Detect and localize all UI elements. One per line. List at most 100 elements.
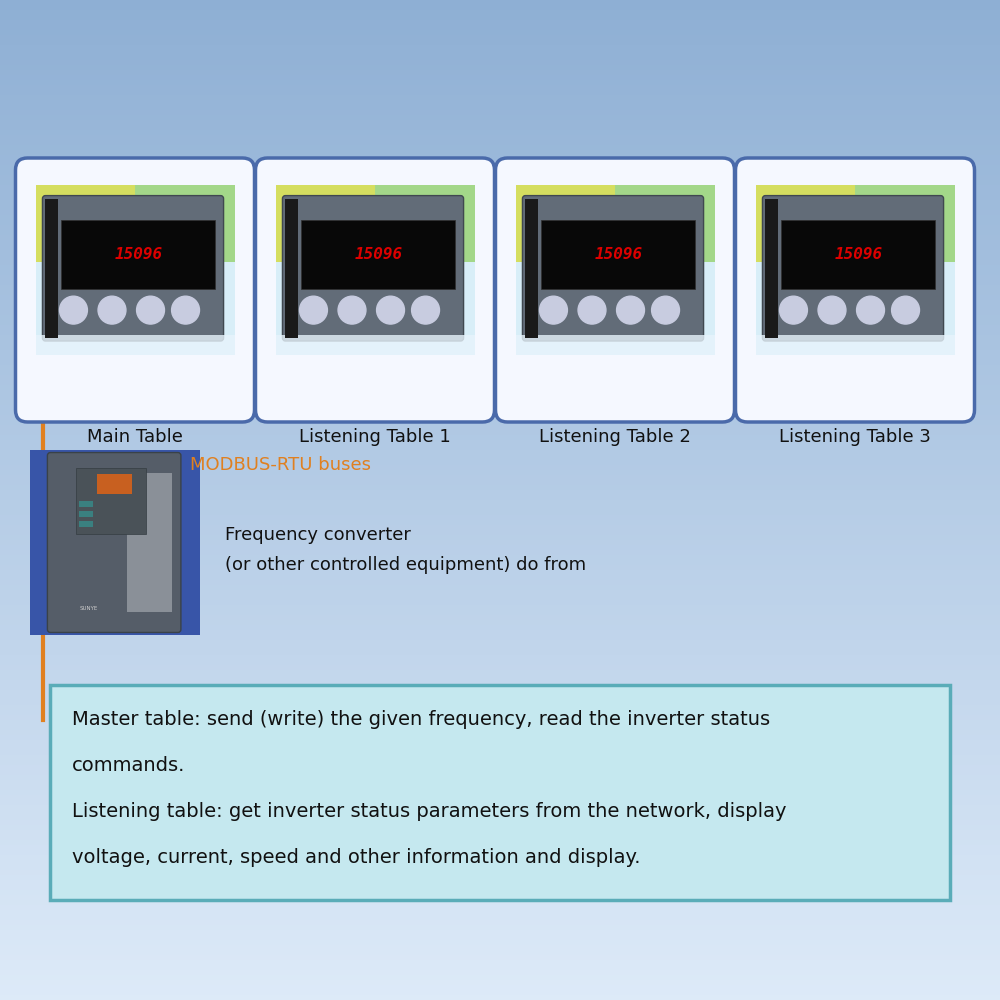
Bar (0, 865, 1000, 870)
Bar (0, 645, 1000, 650)
Bar (0, 890, 1000, 895)
Bar (0, 555, 1000, 560)
Bar (0, 290, 1000, 295)
Bar (0, 130, 1000, 135)
Bar (0, 170, 1000, 175)
Bar (0, 700, 1000, 705)
Bar (0, 25, 1000, 30)
FancyBboxPatch shape (495, 158, 734, 422)
Bar (0, 970, 1000, 975)
Bar (0, 630, 1000, 635)
Bar (0, 650, 1000, 655)
Circle shape (857, 296, 884, 324)
Bar (0, 255, 1000, 260)
Bar (0, 315, 1000, 320)
Bar (0, 905, 1000, 910)
Bar (0, 495, 1000, 500)
Bar (0, 100, 1000, 105)
Bar (0, 280, 1000, 285)
Bar (0, 535, 1000, 540)
Bar (0, 490, 1000, 495)
Bar (541, 220, 695, 289)
Bar (0, 930, 1000, 935)
Bar (516, 185, 615, 261)
Bar (276, 185, 375, 261)
Bar (0, 510, 1000, 515)
Circle shape (60, 296, 87, 324)
Bar (0, 460, 1000, 465)
Bar (0, 820, 1000, 825)
Bar (516, 185, 714, 355)
FancyBboxPatch shape (522, 196, 704, 341)
Bar (0, 605, 1000, 610)
Bar (0, 860, 1000, 865)
Bar (0, 390, 1000, 395)
Bar (0, 375, 1000, 380)
Bar (0, 985, 1000, 990)
Bar (0, 615, 1000, 620)
Bar (0, 600, 1000, 605)
Bar (0, 270, 1000, 275)
Circle shape (617, 296, 644, 324)
Bar (0, 540, 1000, 545)
Bar (756, 335, 954, 355)
Bar (0, 920, 1000, 925)
Bar (0, 140, 1000, 145)
Bar (0, 720, 1000, 725)
Bar (0, 340, 1000, 345)
Bar (0, 500, 1000, 505)
Bar (0, 525, 1000, 530)
Bar (0, 240, 1000, 245)
Bar (0, 990, 1000, 995)
Text: Listening table: get inverter status parameters from the network, display: Listening table: get inverter status par… (72, 802, 786, 821)
Text: Listening Table 2: Listening Table 2 (539, 428, 691, 446)
Bar (0, 450, 1000, 455)
Bar (36, 185, 234, 355)
Bar (0, 955, 1000, 960)
Bar (0, 65, 1000, 70)
FancyBboxPatch shape (50, 685, 950, 900)
Bar (0, 505, 1000, 510)
Text: 15096: 15096 (354, 247, 402, 262)
Bar (0, 260, 1000, 265)
Bar (30, 450, 200, 635)
Bar (0, 85, 1000, 90)
Bar (0, 960, 1000, 965)
Bar (0, 370, 1000, 375)
FancyBboxPatch shape (256, 158, 494, 422)
Bar (0, 520, 1000, 525)
Bar (0, 190, 1000, 195)
Bar (781, 220, 935, 289)
Bar (0, 790, 1000, 795)
Bar (0, 415, 1000, 420)
Circle shape (652, 296, 679, 324)
Bar (0, 245, 1000, 250)
Bar (61, 220, 215, 289)
Bar (127, 473, 172, 612)
Bar (516, 335, 714, 355)
Bar (0, 515, 1000, 520)
Bar (0, 585, 1000, 590)
Bar (0, 425, 1000, 430)
Circle shape (578, 296, 606, 324)
Bar (36, 335, 234, 355)
Bar (0, 330, 1000, 335)
Circle shape (300, 296, 327, 324)
Bar (0, 625, 1000, 630)
Bar (0, 455, 1000, 460)
Bar (0, 40, 1000, 45)
Bar (0, 800, 1000, 805)
Bar (0, 380, 1000, 385)
Bar (0, 125, 1000, 130)
Bar (0, 895, 1000, 900)
Bar (0, 755, 1000, 760)
Bar (0, 640, 1000, 645)
Bar (0, 145, 1000, 150)
Bar (276, 185, 475, 355)
Bar (0, 185, 1000, 190)
Bar (765, 199, 778, 338)
Circle shape (780, 296, 807, 324)
Bar (0, 750, 1000, 755)
Bar (0, 815, 1000, 820)
Bar (0, 135, 1000, 140)
